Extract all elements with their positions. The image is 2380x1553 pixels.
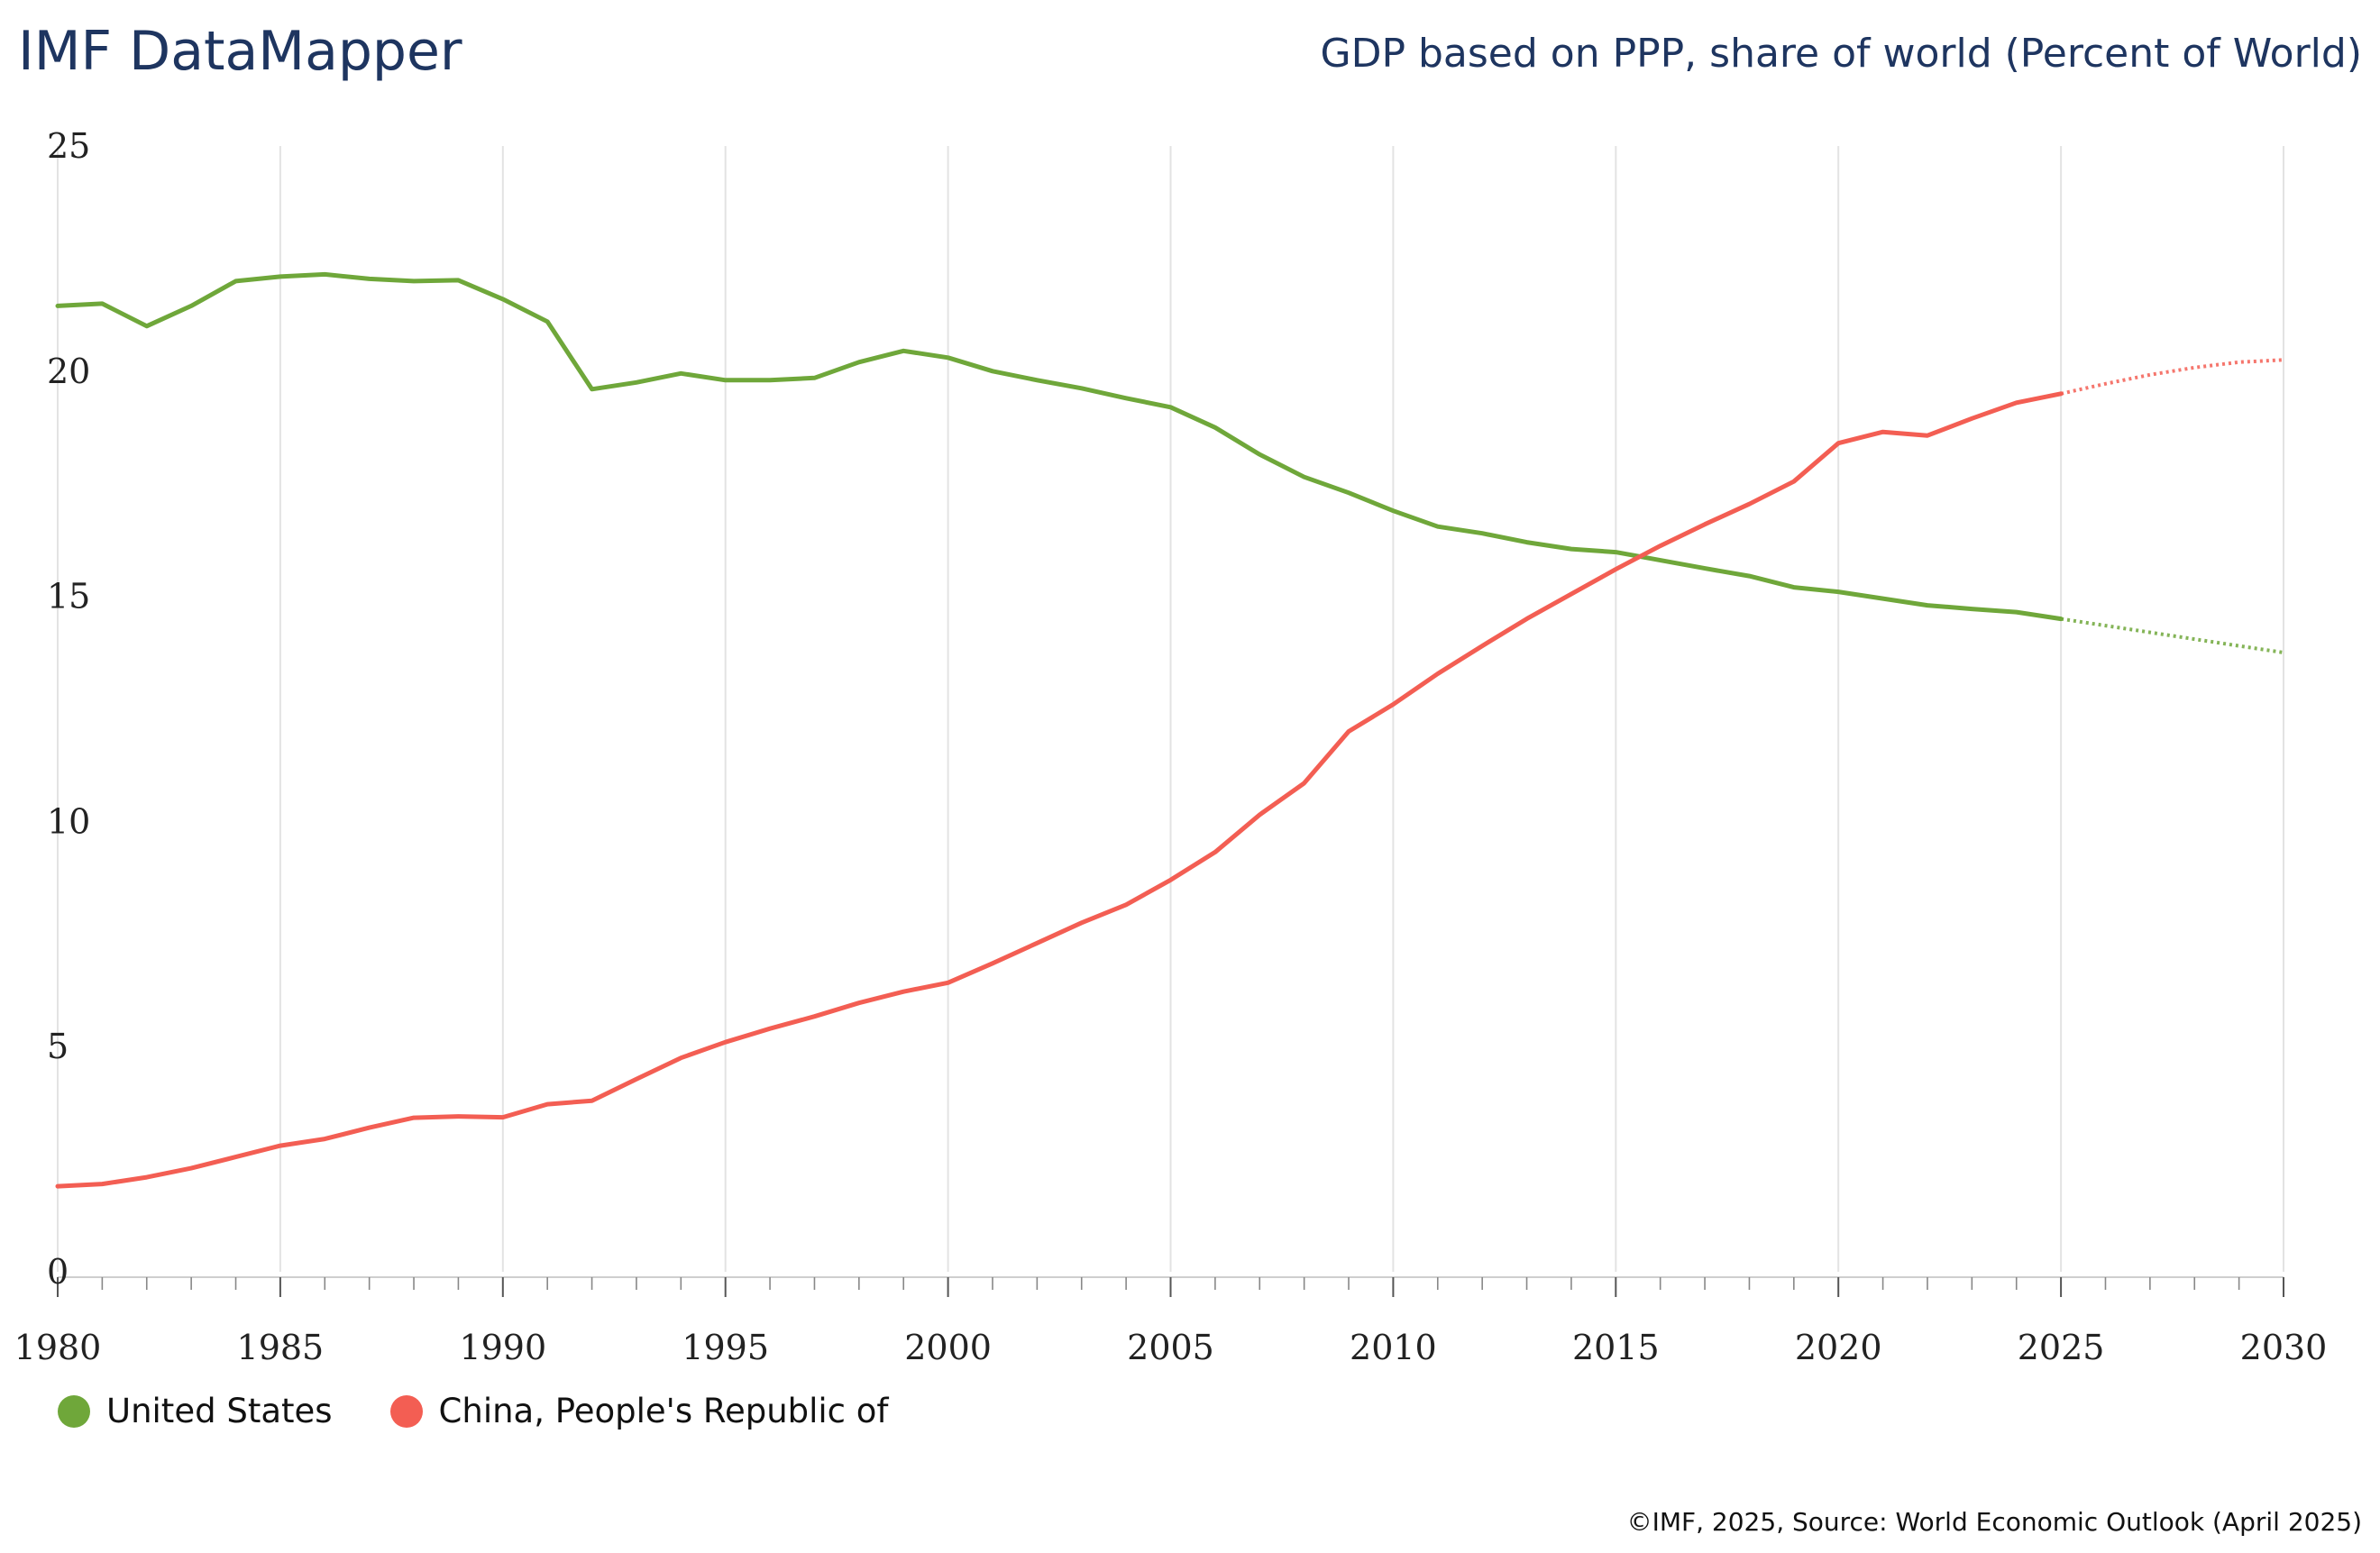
y-tick-label-25: 25 [47, 126, 90, 166]
legend-item-china[interactable]: China, People's Republic of [389, 1392, 889, 1430]
legend-label-china: China, People's Republic of [438, 1392, 889, 1430]
chart-subtitle: GDP based on PPP, share of world (Percen… [1320, 31, 2362, 77]
legend: United States China, People's Republic o… [58, 1392, 888, 1430]
legend-swatch-united-states [58, 1394, 90, 1428]
series-forecast-china [2060, 358, 2284, 396]
series-forecast-united [2060, 617, 2284, 654]
y-tick-label-0: 0 [47, 1252, 69, 1292]
legend-item-united-states[interactable]: United States [58, 1392, 333, 1430]
y-tick-label-20: 20 [47, 352, 90, 391]
brand-title: IMF DataMapper [18, 20, 462, 83]
x-tick-label-2020: 2020 [1795, 1328, 1882, 1367]
legend-label-united-states: United States [106, 1392, 333, 1430]
y-tick-label-10: 10 [47, 801, 90, 841]
series-line-china [55, 391, 2064, 1189]
x-tick-label-2000: 2000 [904, 1328, 992, 1367]
legend-swatch-china [389, 1394, 423, 1428]
x-tick-label-1995: 1995 [682, 1328, 769, 1367]
source-footer: ©IMF, 2025, Source: World Economic Outlo… [1626, 1507, 2362, 1537]
y-tick-label-5: 5 [47, 1027, 69, 1066]
x-tick-label-2025: 2025 [2018, 1328, 2105, 1367]
x-tick-label-2030: 2030 [2240, 1328, 2328, 1367]
x-tick-label-2010: 2010 [1350, 1328, 1437, 1367]
series-line-united [55, 271, 2064, 622]
y-tick-label-15: 15 [47, 577, 90, 617]
x-tick-label-1985: 1985 [237, 1328, 325, 1367]
x-tick-label-1980: 1980 [14, 1328, 102, 1367]
x-tick-label-1990: 1990 [459, 1328, 546, 1367]
x-tick-label-2005: 2005 [1127, 1328, 1214, 1367]
x-tick-label-2015: 2015 [1572, 1328, 1660, 1367]
